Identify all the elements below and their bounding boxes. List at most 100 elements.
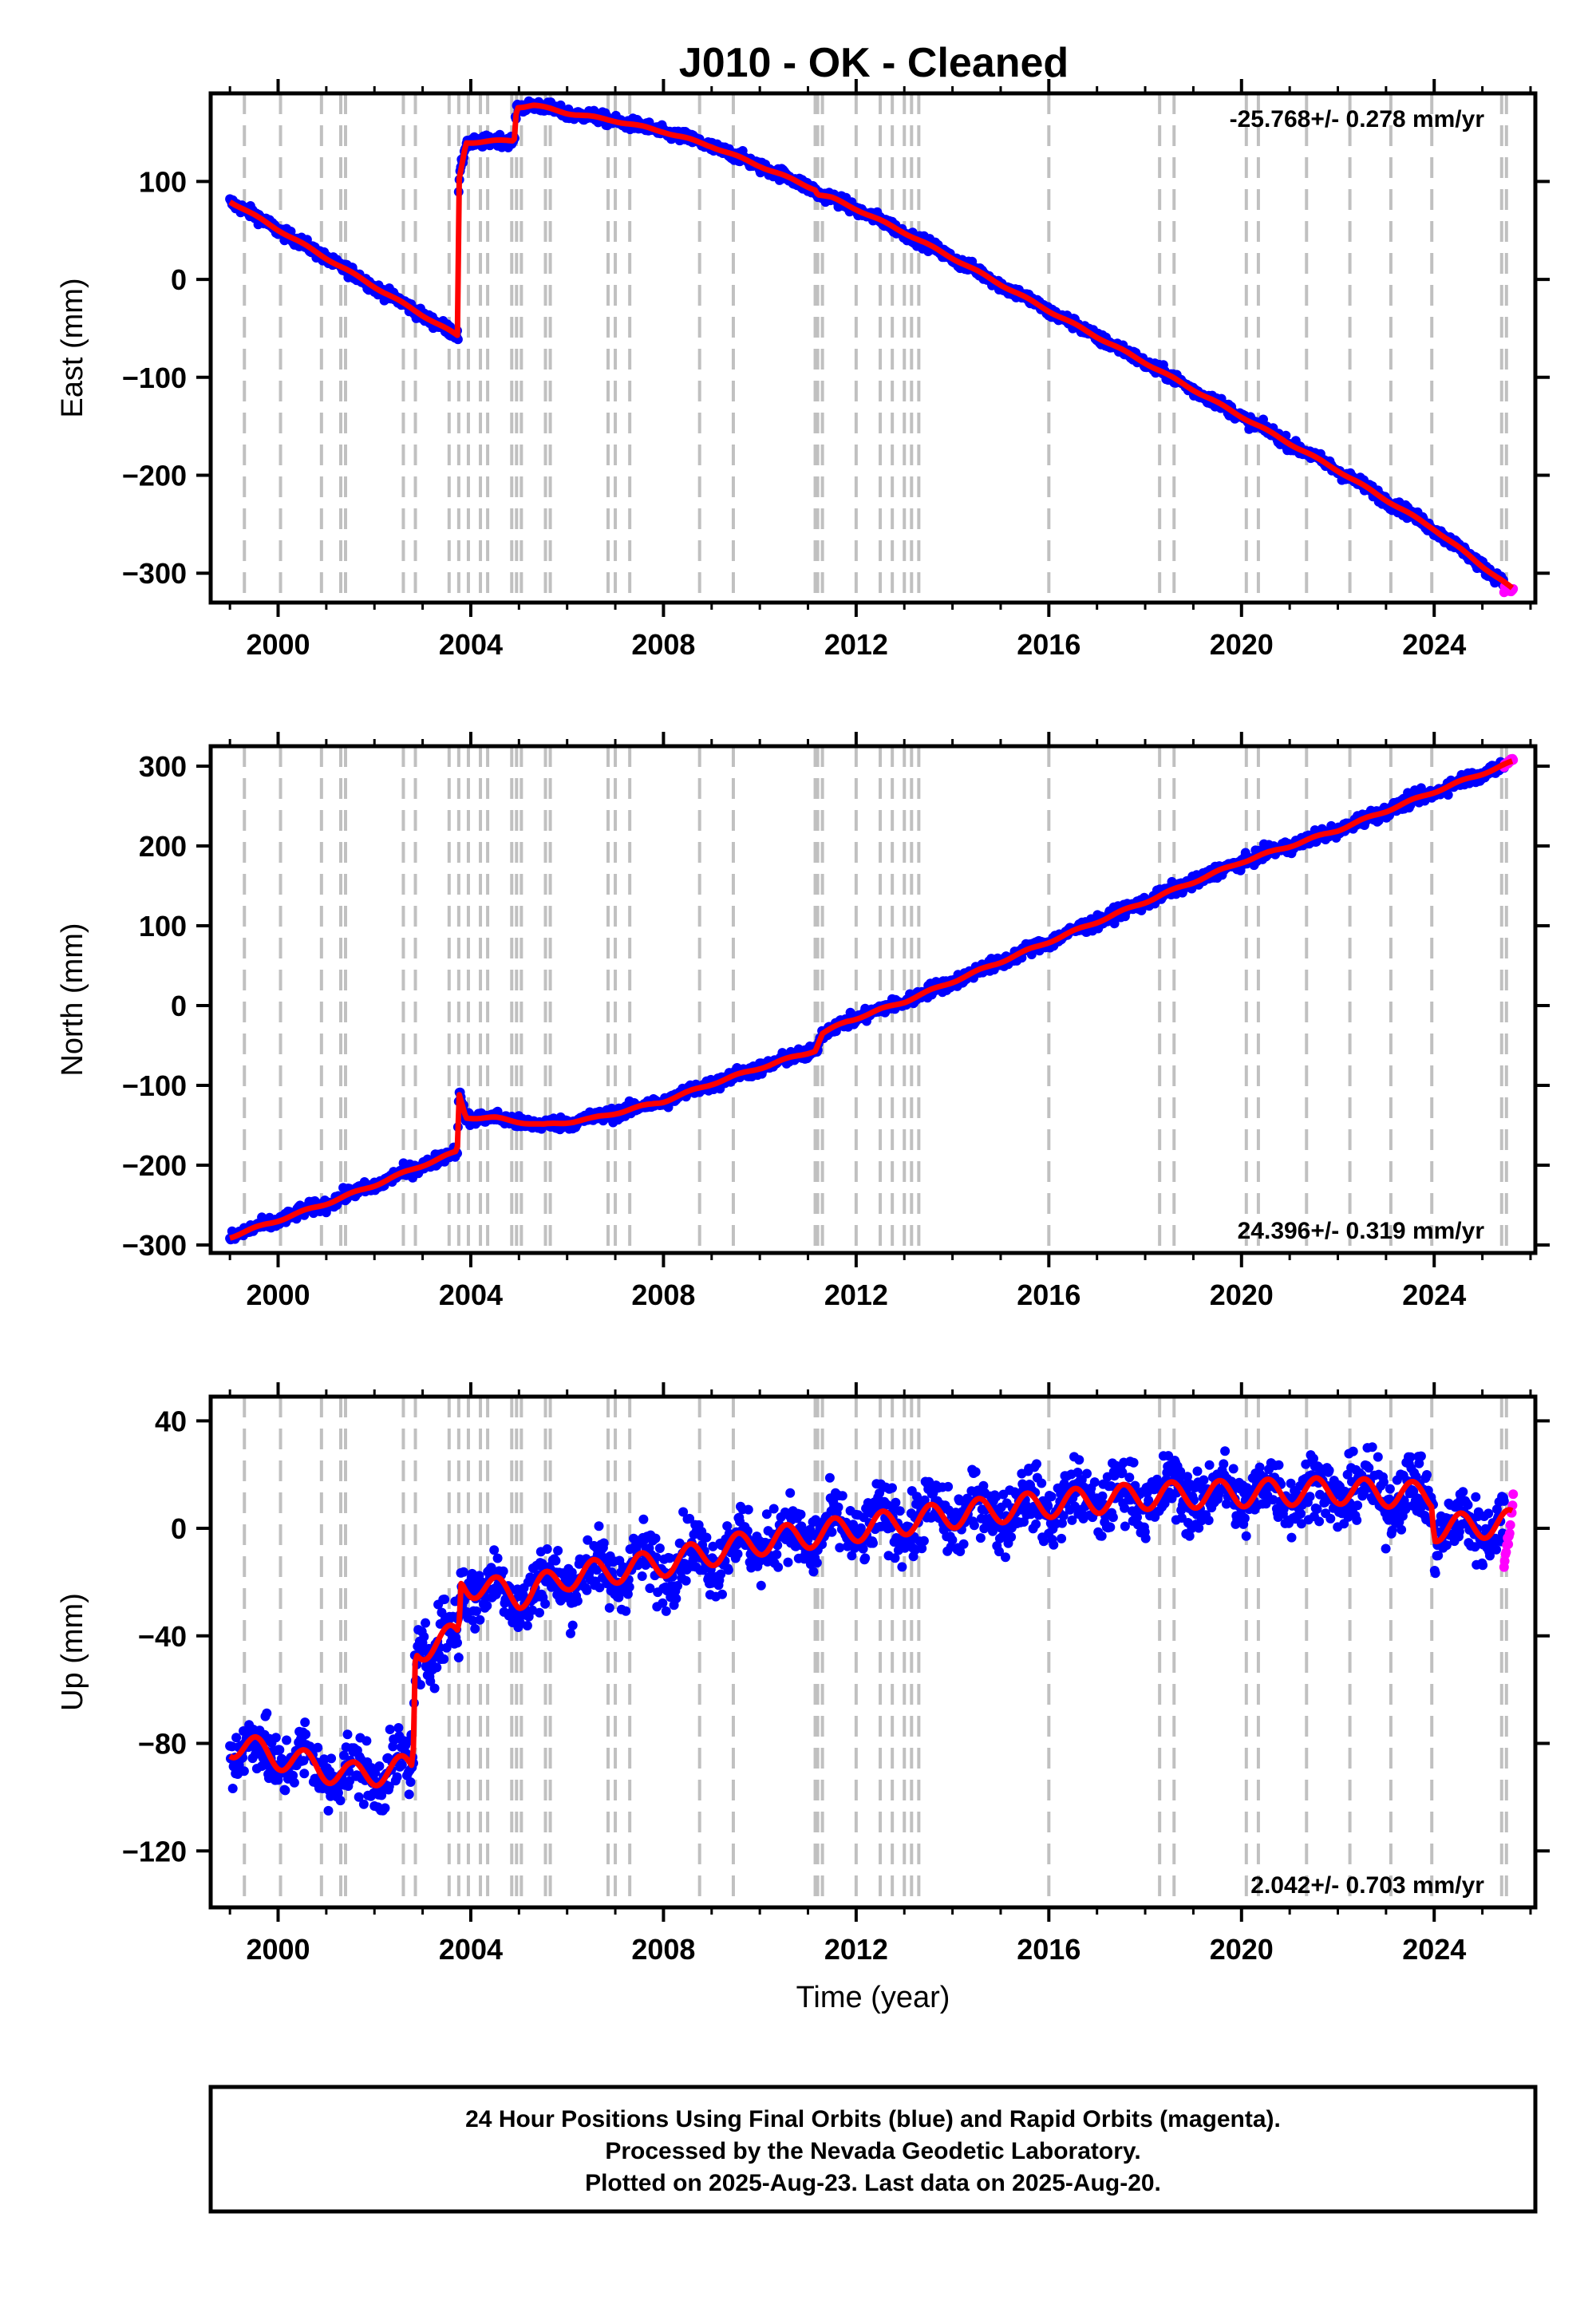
final-orbit-point: [685, 1513, 695, 1524]
plot-area-north: [225, 746, 1519, 1253]
final-orbit-point: [282, 1735, 292, 1745]
y-tick-label: 300: [139, 750, 187, 783]
y-tick-label: 0: [171, 990, 187, 1022]
final-orbit-point: [917, 1543, 927, 1554]
final-orbit-point: [868, 1538, 878, 1548]
final-orbit-point: [489, 1545, 500, 1555]
final-orbit-point: [374, 1761, 385, 1771]
final-orbit-point: [239, 1766, 249, 1777]
model-line-east: [228, 102, 1515, 591]
final-orbit-point: [415, 1680, 425, 1690]
panel-up: 2000 2004 2008 2012 2016 2020 2024−120−80−4004…: [56, 1382, 1550, 2014]
final-orbit-point: [796, 1521, 807, 1531]
x-tick-label: 2008: [631, 628, 695, 661]
final-orbit-point: [891, 1497, 901, 1508]
final-orbit-point: [761, 1509, 772, 1520]
final-orbit-point: [475, 1614, 485, 1625]
final-orbit-point: [385, 1725, 395, 1734]
final-orbit-point: [498, 1566, 508, 1576]
final-orbit-point: [897, 1562, 907, 1572]
final-orbit-point: [837, 1491, 847, 1501]
y-tick-label: −100: [122, 1069, 187, 1102]
final-orbit-point: [654, 1543, 665, 1553]
final-orbit-point: [313, 1742, 323, 1753]
x-tick-label: 2016: [1017, 1279, 1080, 1311]
y-tick-label: −200: [122, 1149, 187, 1182]
final-orbit-point: [397, 1760, 407, 1770]
final-orbit-point: [722, 1521, 733, 1531]
x-tick-label: 2016: [1017, 628, 1080, 661]
rate-label-east: -25.768+/- 0.278 mm/yr: [1230, 106, 1485, 132]
final-orbit-point: [522, 1621, 532, 1630]
final-orbit-point: [743, 1504, 753, 1515]
final-orbit-point: [553, 1546, 563, 1555]
final-orbit-point: [459, 1567, 468, 1577]
final-orbit-point: [673, 1581, 682, 1591]
final-orbit-point: [326, 1753, 337, 1764]
y-axis-label-north: North (mm): [56, 923, 89, 1076]
final-orbit-point: [783, 1557, 793, 1567]
final-orbit-point: [280, 1785, 290, 1796]
final-orbit-point: [598, 1538, 609, 1548]
final-orbit-point: [258, 1753, 268, 1764]
x-tick-label: 2024: [1402, 628, 1466, 661]
final-orbit-point: [535, 1607, 544, 1618]
final-orbit-point: [681, 1575, 691, 1586]
final-orbit-point: [540, 1599, 551, 1609]
final-orbit-point: [954, 1496, 965, 1506]
final-orbit-point: [288, 1770, 298, 1780]
x-tick-label: 2020: [1210, 628, 1274, 661]
final-orbit-point: [393, 1723, 404, 1733]
final-orbit-point: [582, 1585, 592, 1595]
final-orbit-point: [918, 1535, 929, 1546]
final-orbit-point: [421, 1618, 431, 1628]
final-orbit-point: [419, 1631, 429, 1642]
final-orbit-point: [723, 1565, 733, 1575]
final-orbit-point: [333, 1788, 343, 1798]
final-orbit-point: [470, 1623, 480, 1634]
final-orbit-point: [716, 1569, 726, 1579]
x-tick-label: 2004: [439, 1279, 503, 1311]
final-orbit-point: [468, 1615, 478, 1626]
rate-label-north: 24.396+/- 0.319 mm/yr: [1238, 1218, 1485, 1244]
x-tick-label: 2000: [246, 628, 310, 661]
final-orbit-point: [440, 1595, 450, 1604]
final-orbit-point: [858, 1543, 868, 1554]
final-orbit-point: [231, 1733, 242, 1743]
final-orbit-point: [384, 1781, 394, 1792]
final-orbit-point: [361, 1736, 372, 1746]
final-orbit-point: [567, 1620, 578, 1630]
final-orbit-point: [943, 1481, 954, 1492]
final-orbit-point: [319, 1754, 330, 1765]
final-orbit-point: [955, 1547, 966, 1556]
final-orbit-point: [595, 1583, 605, 1593]
final-orbit-point: [301, 1729, 311, 1740]
final-orbit-point: [358, 1799, 369, 1809]
y-tick-label: −300: [122, 1229, 187, 1262]
final-orbit-point: [812, 1558, 822, 1568]
plot-area-east: [225, 93, 1519, 603]
final-orbit-point: [772, 1549, 782, 1559]
x-tick-label: 2012: [824, 628, 888, 661]
final-orbit-point: [614, 1592, 624, 1603]
x-tick-label: 2004: [439, 628, 503, 661]
final-orbit-point: [835, 1543, 845, 1553]
final-orbit-point: [404, 1789, 414, 1800]
final-orbit-point: [661, 1606, 671, 1616]
final-orbit-point: [405, 1777, 416, 1787]
final-orbit-point: [678, 1507, 689, 1517]
final-orbit-point: [335, 1796, 346, 1806]
final-orbit-point: [785, 1488, 796, 1498]
final-orbit-point: [472, 1606, 481, 1616]
final-orbit-point: [768, 1504, 779, 1514]
final-orbit-point: [380, 1803, 390, 1813]
x-tick-label: 2024: [1402, 1279, 1466, 1311]
final-orbit-point: [860, 1553, 871, 1563]
final-orbit-point: [650, 1533, 661, 1543]
final-orbit-point: [354, 1792, 364, 1802]
final-orbit-point: [551, 1555, 561, 1566]
final-orbit-point: [425, 1676, 436, 1686]
final-orbit-point: [275, 1745, 285, 1755]
final-orbit-point: [271, 1733, 281, 1743]
final-orbit-point: [637, 1571, 647, 1581]
